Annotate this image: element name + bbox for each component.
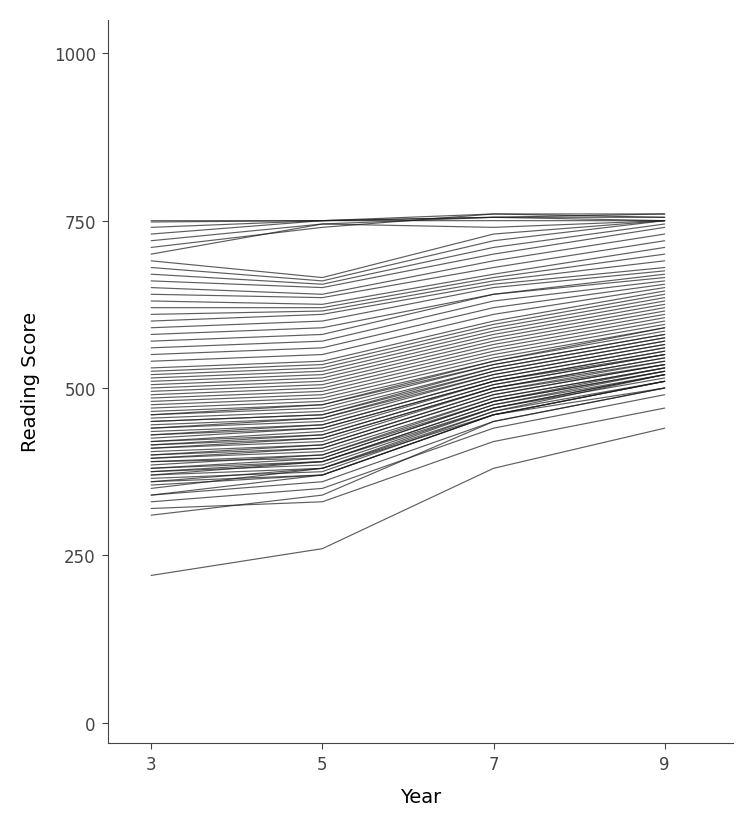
Y-axis label: Reading Score: Reading Score bbox=[21, 312, 40, 452]
X-axis label: Year: Year bbox=[400, 787, 441, 806]
